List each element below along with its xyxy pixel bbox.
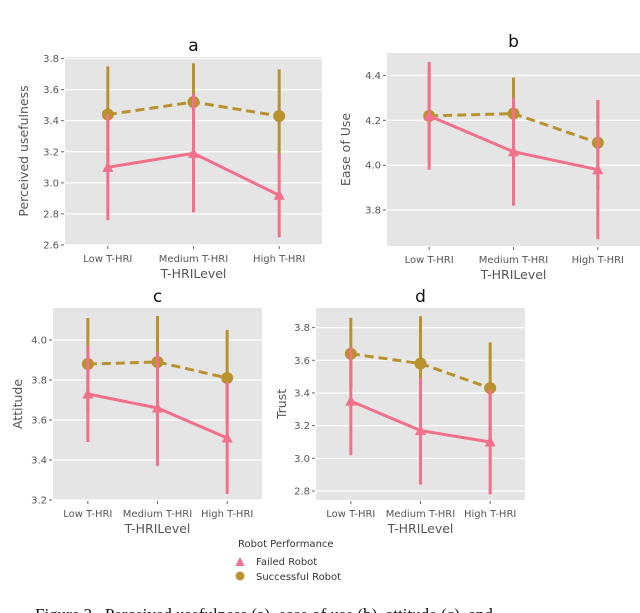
- data-point-triangle: [273, 189, 285, 200]
- y-tick-label: 3.2: [31, 496, 47, 507]
- data-point-triangle: [508, 145, 519, 157]
- data-point-circle: [273, 110, 286, 123]
- y-tick-label: 2.8: [294, 487, 310, 498]
- x-tick-label: High T-HRI: [572, 255, 624, 266]
- x-tick-label: Low T-HRI: [405, 255, 454, 266]
- y-tick-label: 2.8: [43, 209, 59, 220]
- figure-caption: Figure 2 . Perceived usefulness (a), eas…: [35, 605, 493, 613]
- x-axis-label: T-HRILevel: [480, 267, 547, 282]
- y-tick-label: 4.0: [31, 336, 47, 347]
- data-point-circle: [414, 357, 427, 370]
- series-line: [87, 360, 228, 380]
- y-tick-label: 4.2: [365, 116, 381, 127]
- x-tick-label: High T-HRI: [201, 509, 253, 520]
- x-tick-label: Low T-HRI: [83, 254, 132, 265]
- legend: Robot Performance Failed Robot Successful …: [235, 539, 341, 583]
- y-axis-label: Trust: [274, 389, 289, 420]
- x-axis-label: T-HRILevel: [160, 266, 227, 281]
- x-tick-label: Medium T-HRI: [159, 254, 228, 265]
- data-point-triangle: [484, 435, 496, 447]
- y-tick-label: 3.4: [43, 116, 59, 127]
- legend-label-failed: Failed Robot: [256, 557, 317, 568]
- data-point-triangle: [82, 388, 94, 399]
- data-point-triangle: [221, 432, 233, 443]
- y-tick-label: 3.4: [294, 388, 310, 399]
- y-tick-label: 4.4: [365, 71, 381, 82]
- data-point-triangle: [188, 147, 199, 158]
- data-point-triangle: [592, 163, 604, 175]
- y-tick-label: 3.2: [43, 147, 59, 158]
- panel-d: 2.8 3.0 3.2 3.4 3.6 3.8 Low T-HRI Medium T-HRI H…: [274, 287, 525, 536]
- data-point-circle: [221, 372, 234, 384]
- panel-b: 3.8 4.0 4.2 4.4 Low T-HRI Medium T-HRI High T-…: [338, 32, 640, 282]
- x-axis-label: T-HRILevel: [387, 521, 454, 536]
- legend-triangle-icon: [235, 557, 245, 566]
- y-tick-label: 3.6: [43, 85, 59, 96]
- y-tick-label: 3.8: [294, 323, 310, 334]
- x-tick-label: High T-HRI: [253, 254, 305, 265]
- y-tick-label: 3.0: [43, 178, 59, 189]
- panel-title: a: [188, 36, 198, 56]
- x-tick-label: High T-HRI: [464, 509, 516, 520]
- series-failed-robot: [345, 347, 496, 495]
- panel-title: b: [508, 32, 519, 52]
- panel-c: 3.2 3.4 3.6 3.8 4.0 Low T-HRI Medium T-HRI High…: [10, 287, 262, 536]
- data-point-triangle: [102, 161, 114, 172]
- panel-title: d: [415, 287, 426, 307]
- legend-title: Robot Performance: [238, 539, 334, 550]
- y-tick-label: 3.8: [365, 206, 381, 217]
- series-failed-robot: [423, 61, 604, 240]
- y-axis-label: Ease of Use: [338, 113, 353, 186]
- data-point-triangle: [152, 402, 163, 413]
- data-point-circle: [484, 382, 497, 395]
- panel-title: c: [153, 287, 162, 307]
- x-tick-label: Low T-HRI: [63, 509, 112, 520]
- data-point-triangle: [415, 424, 426, 436]
- data-point-triangle: [423, 109, 435, 121]
- panel-a: 2.6 2.8 3.0 3.2 3.4 3.6 3.8 Low T-HRI Medium T-H…: [16, 36, 322, 281]
- x-tick-label: Medium T-HRI: [386, 509, 455, 520]
- legend-label-successful: Successful Robot: [256, 572, 341, 583]
- y-tick-label: 3.2: [294, 421, 310, 432]
- series-failed-robot: [82, 346, 233, 494]
- y-tick-label: 3.8: [43, 54, 59, 65]
- y-axis-label: Attitude: [10, 379, 25, 429]
- x-axis-label: T-HRILevel: [124, 521, 191, 536]
- legend-circle-icon: [235, 571, 245, 581]
- y-tick-label: 3.4: [31, 456, 47, 467]
- data-point-triangle: [345, 395, 357, 406]
- x-tick-label: Medium T-HRI: [479, 255, 548, 266]
- x-tick-label: Low T-HRI: [326, 509, 375, 520]
- y-tick-label: 3.0: [294, 454, 310, 465]
- y-tick-label: 3.6: [294, 356, 310, 367]
- y-tick-label: 3.8: [31, 376, 47, 387]
- y-tick-label: 3.6: [31, 416, 47, 427]
- x-tick-label: Medium T-HRI: [123, 509, 192, 520]
- y-tick-label: 2.6: [43, 241, 59, 252]
- y-tick-label: 4.0: [365, 161, 381, 172]
- y-axis-label: Perceived usefulness: [16, 85, 31, 216]
- series-failed-robot: [102, 94, 285, 238]
